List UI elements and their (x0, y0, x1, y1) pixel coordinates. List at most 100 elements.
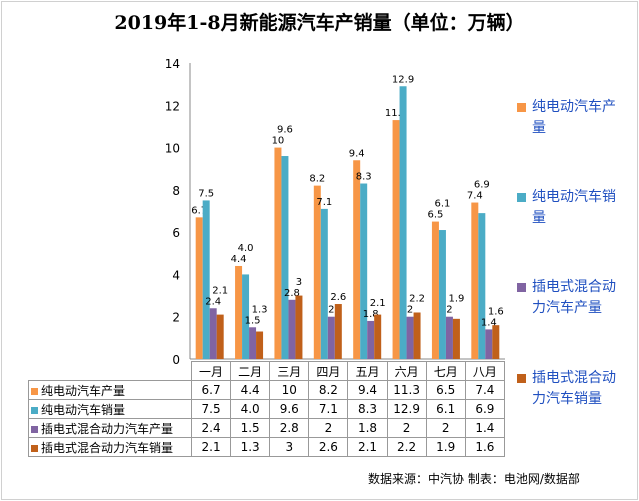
bar (367, 320, 375, 359)
data-label: 1.3 (252, 304, 268, 315)
table-cell: 9.6 (269, 399, 310, 419)
table-row: 插电式混合动力汽车产量 2.4 1.5 2.8 2 1.8 2 2 1.4 (28, 418, 506, 438)
data-label: 3 (296, 277, 302, 288)
bar (353, 160, 361, 359)
series-name: 纯电动汽车销量 (41, 402, 126, 417)
legend-swatch (31, 387, 38, 395)
y-tick-label: 12 (165, 99, 180, 113)
series-name: 插电式混合动力汽车产量 (41, 421, 174, 436)
legend-label-line: 插电式混合动 (532, 370, 616, 386)
table-cell: 2.2 (386, 437, 427, 457)
data-label: 6.5 (427, 210, 443, 221)
source-note: 数据来源：中汽协 制表：电池网/数据部 (368, 472, 580, 486)
bar (431, 221, 439, 359)
table-cell: 1.4 (464, 418, 506, 438)
table-cell: 2.6 (308, 437, 349, 457)
legend-swatch (31, 425, 38, 433)
bar (313, 185, 321, 359)
table-cell: 3 (269, 437, 310, 457)
table-cell: 7.4 (464, 380, 506, 400)
legend-label: 纯电动汽车产量 (532, 97, 616, 139)
bar (216, 314, 224, 359)
series-label: 插电式混合动力汽车产量 (28, 418, 192, 438)
data-label: 2 (328, 305, 334, 316)
data-label: 1.5 (245, 315, 261, 326)
bar (399, 86, 407, 359)
series-label: 纯电动汽车产量 (28, 380, 192, 400)
table-cell: 6.1 (425, 399, 466, 419)
bar (274, 147, 282, 359)
legend-label-line: 量 (532, 210, 546, 226)
data-label: 9.6 (277, 125, 293, 136)
bar (209, 308, 217, 359)
table-cell: 2.8 (269, 418, 310, 438)
bar (334, 304, 342, 359)
table-row: 纯电动汽车销量 7.5 4.0 9.6 7.1 8.3 12.9 6.1 6.9 (28, 399, 506, 419)
data-label: 4.0 (238, 243, 254, 254)
data-label: 2.1 (370, 298, 386, 309)
table-cell: 8.3 (347, 399, 388, 419)
category-label: 二月 (230, 361, 271, 381)
bar (242, 274, 250, 359)
category-label: 八月 (464, 361, 506, 381)
bar (445, 316, 453, 359)
bar (492, 325, 500, 359)
data-label: 1.4 (481, 317, 497, 328)
table-cell: 1.3 (230, 437, 271, 457)
y-tick-label: 4 (172, 268, 180, 282)
table-cell: 9.4 (347, 380, 388, 400)
table-cell: 2 (386, 418, 427, 438)
bar (360, 183, 368, 359)
data-label: 1.6 (488, 306, 504, 317)
data-label: 2.1 (212, 285, 228, 296)
data-label: 2 (407, 305, 413, 316)
bar (195, 217, 203, 359)
data-label: 11.3 (385, 108, 407, 119)
data-label: 10 (272, 136, 285, 147)
legend-label: 纯电动汽车销量 (532, 187, 616, 229)
table-cell: 12.9 (386, 399, 427, 419)
bar (320, 208, 328, 359)
bar (288, 299, 296, 359)
table-cell: 6.7 (190, 380, 232, 400)
legend-swatch (31, 406, 38, 414)
legend-label-line: 纯电动汽车销 (532, 189, 616, 205)
bar (256, 331, 264, 359)
table-cell: 4.0 (230, 399, 271, 419)
table-cell: 8.2 (308, 380, 349, 400)
bar (478, 213, 486, 359)
bar (406, 316, 414, 359)
category-label: 四月 (308, 361, 349, 381)
bar (281, 156, 289, 359)
bar (202, 200, 210, 359)
table-cell: 1.5 (230, 418, 271, 438)
data-label: 7.4 (467, 191, 483, 202)
legend-item: 插电式混合动 力汽车销量 (517, 368, 635, 410)
table-row: 插电式混合动力汽车销量 2.1 1.3 3 2.6 2.1 2.2 1.9 1.6 (28, 437, 506, 457)
bar (452, 318, 460, 359)
table-cell: 2.1 (190, 437, 232, 457)
bar (471, 202, 479, 359)
data-label: 1.9 (448, 294, 464, 305)
category-label: 一月 (190, 361, 232, 381)
data-label: 8.2 (309, 174, 325, 185)
series-name: 插电式混合动力汽车销量 (41, 440, 174, 455)
data-label: 6.9 (474, 180, 490, 191)
bar (485, 329, 493, 359)
data-label: 6.1 (434, 199, 450, 210)
legend-item: 纯电动汽车产量 (517, 97, 635, 139)
bar (413, 312, 421, 359)
table-cell: 2 (425, 418, 466, 438)
legend-item: 纯电动汽车销量 (517, 187, 635, 229)
legend-swatch (517, 374, 526, 383)
table-cell: 10 (269, 380, 310, 400)
table-cell: 11.3 (386, 380, 427, 400)
chart-title: 2019年1-8月新能源汽车产销量（单位：万辆） (114, 12, 525, 34)
category-label: 六月 (386, 361, 427, 381)
data-label: 2.2 (409, 294, 425, 305)
bar (392, 120, 400, 359)
category-label: 五月 (347, 361, 388, 381)
data-label: 1.8 (363, 309, 379, 320)
data-label: 2.4 (205, 296, 221, 307)
